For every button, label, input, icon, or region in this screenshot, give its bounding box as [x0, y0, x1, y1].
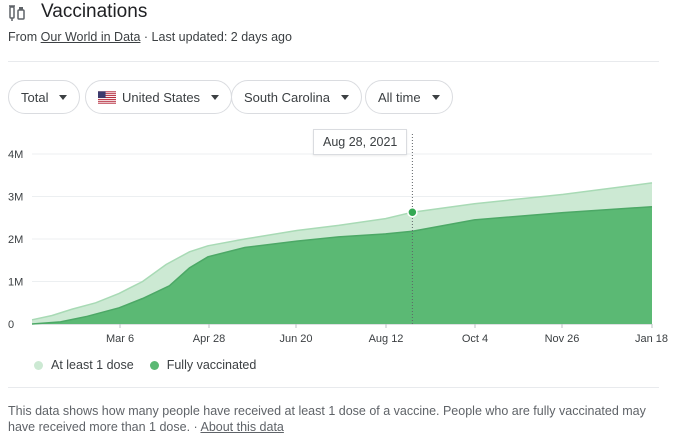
metric-dropdown[interactable]: Total [8, 80, 81, 114]
divider [8, 61, 659, 62]
x-tick-label: Apr 28 [193, 333, 225, 345]
legend-item-fully-vaccinated[interactable]: Fully vaccinated [149, 358, 257, 372]
syringe-vial-icon [9, 5, 25, 21]
x-tick-label: Aug 12 [369, 333, 404, 345]
country-label: United States [122, 89, 201, 105]
footnote: This data shows how many people have rec… [8, 403, 673, 435]
footnote-separator: · [190, 420, 201, 434]
area-fully-vaccinated-line [31, 205, 653, 325]
source-prefix: From [8, 30, 41, 44]
x-tick-label: Jun 20 [279, 333, 312, 345]
y-tick-label: 4M [8, 149, 23, 161]
time-range-dropdown[interactable]: All time [365, 80, 453, 114]
source-link[interactable]: Our World in Data [40, 30, 141, 44]
y-tick-label: 3M [8, 192, 23, 204]
legend-label: At least 1 dose [51, 358, 134, 372]
divider [8, 387, 659, 388]
source-line: From Our World in Data · Last updated: 2… [8, 30, 292, 44]
metric-label: Total [21, 89, 49, 105]
us-flag-icon [98, 90, 116, 104]
x-tick-label: Mar 6 [106, 333, 134, 345]
chevron-down-icon [59, 94, 68, 100]
area-at-least-one-dose-line [31, 182, 653, 321]
highlight-point [407, 206, 418, 218]
legend-item-at-least-one-dose[interactable]: At least 1 dose [34, 358, 134, 372]
chart-legend: At least 1 dose Fully vaccinated [34, 358, 272, 372]
header: Vaccinations [8, 0, 668, 30]
region-label: South Carolina [244, 89, 330, 105]
y-axis: 0 1M 2M 3M 4M [8, 149, 23, 331]
page-title: Vaccinations [41, 1, 148, 22]
chart-areas [31, 182, 653, 325]
chart-marks [407, 134, 418, 324]
country-dropdown[interactable]: United States [85, 80, 233, 114]
y-tick-label: 0 [8, 319, 14, 331]
chevron-down-icon [341, 94, 349, 100]
legend-label: Fully vaccinated [166, 358, 257, 372]
x-tick-label: Oct 4 [462, 333, 488, 345]
y-tick-label: 2M [8, 234, 23, 246]
last-updated: · Last updated: 2 days ago [140, 30, 292, 44]
about-this-data-link[interactable]: About this data [200, 420, 284, 434]
chevron-down-icon [211, 94, 220, 100]
y-tick-label: 1M [8, 277, 23, 289]
vaccinations-chart[interactable]: 0 1M 2M 3M 4M Mar 6 Apr 28 Jun 20 Aug 12 Oct 4 No… [0, 120, 678, 348]
chevron-down-icon [431, 94, 440, 100]
x-tick-label: Nov 26 [545, 333, 580, 345]
x-axis: Mar 6 Apr 28 Jun 20 Aug 12 Oct 4 Nov 26 Jan 18 [106, 324, 668, 345]
area-fully-vaccinated [32, 206, 652, 324]
legend-swatch-light [34, 360, 43, 370]
date-tooltip: Aug 28, 2021 [313, 129, 408, 155]
footnote-text: This data shows how many people have rec… [8, 404, 646, 434]
legend-swatch-dark [149, 360, 159, 370]
x-tick-label: Jan 18 [635, 333, 668, 345]
region-dropdown[interactable]: South Carolina [231, 80, 362, 114]
time-range-label: All time [378, 89, 421, 105]
